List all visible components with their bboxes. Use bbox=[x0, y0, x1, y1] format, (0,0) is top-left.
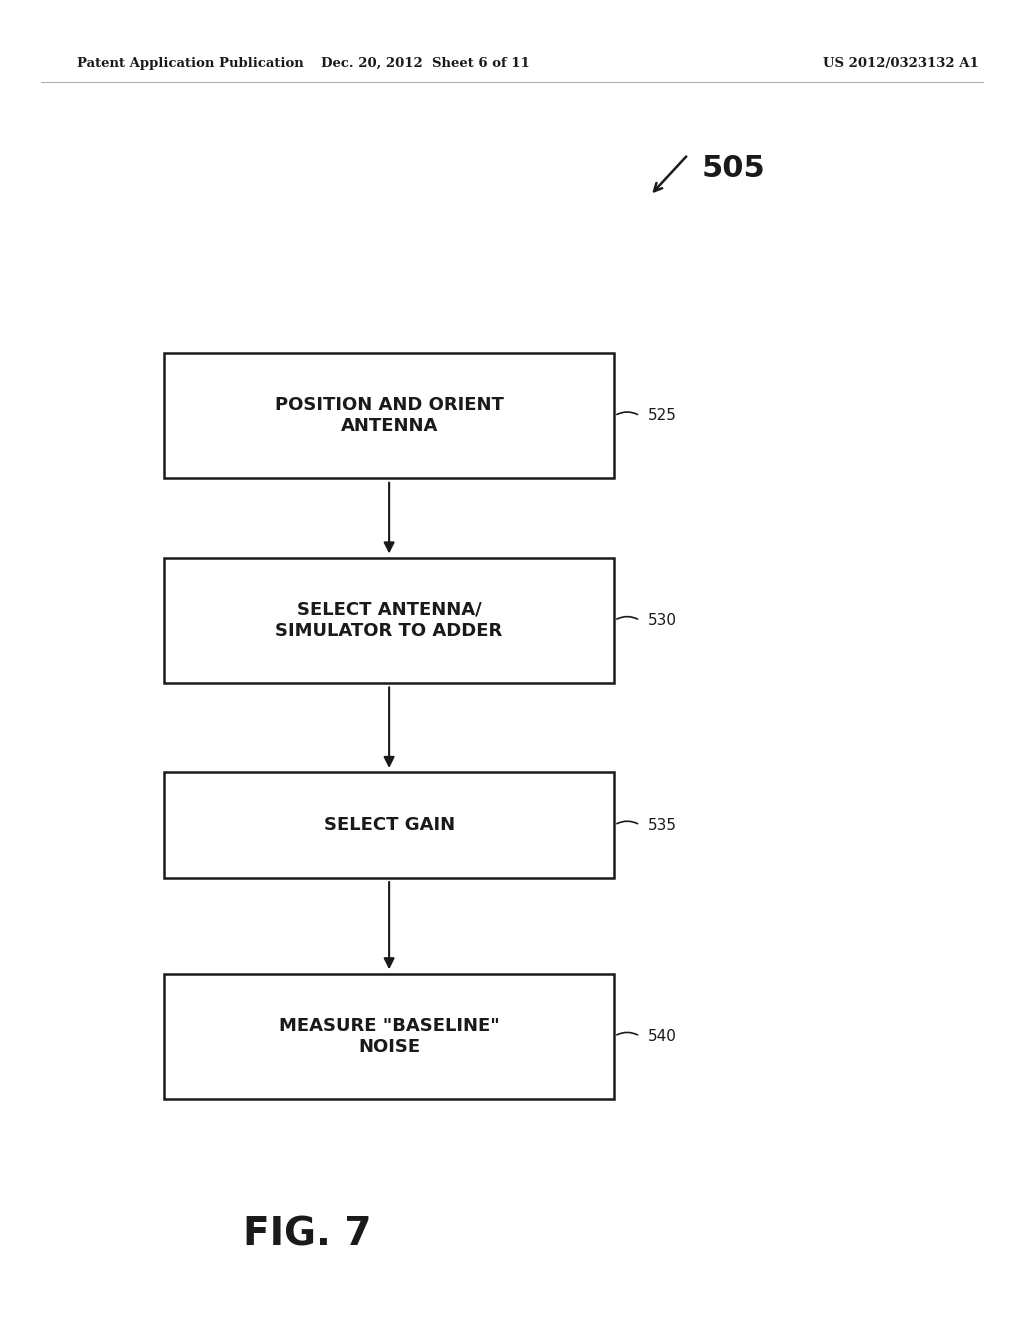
Text: 540: 540 bbox=[648, 1028, 677, 1044]
Text: US 2012/0323132 A1: US 2012/0323132 A1 bbox=[823, 57, 979, 70]
Text: POSITION AND ORIENT
ANTENNA: POSITION AND ORIENT ANTENNA bbox=[274, 396, 504, 436]
Text: Patent Application Publication: Patent Application Publication bbox=[77, 57, 303, 70]
Text: 505: 505 bbox=[701, 154, 765, 183]
Text: 535: 535 bbox=[648, 817, 677, 833]
Bar bbox=[164, 352, 614, 478]
Text: 530: 530 bbox=[648, 612, 677, 628]
Text: MEASURE "BASELINE"
NOISE: MEASURE "BASELINE" NOISE bbox=[279, 1016, 500, 1056]
Bar bbox=[164, 557, 614, 682]
Text: 525: 525 bbox=[648, 408, 677, 424]
Text: FIG. 7: FIG. 7 bbox=[243, 1216, 372, 1253]
Bar bbox=[164, 772, 614, 878]
Bar bbox=[164, 974, 614, 1098]
Text: SELECT GAIN: SELECT GAIN bbox=[324, 816, 455, 834]
Text: Dec. 20, 2012  Sheet 6 of 11: Dec. 20, 2012 Sheet 6 of 11 bbox=[321, 57, 529, 70]
Text: SELECT ANTENNA/
SIMULATOR TO ADDER: SELECT ANTENNA/ SIMULATOR TO ADDER bbox=[275, 601, 503, 640]
